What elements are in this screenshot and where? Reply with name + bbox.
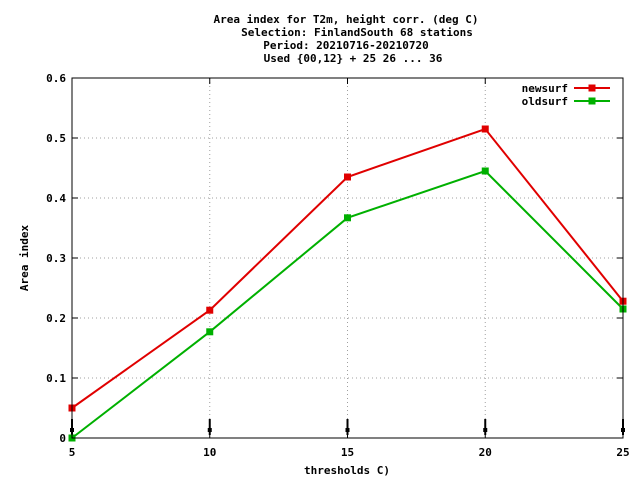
x-tick-label: 15 — [341, 446, 354, 459]
threshold-marker-dot — [483, 428, 488, 432]
data-point-newsurf — [344, 173, 351, 181]
y-tick-label: 0.3 — [46, 252, 66, 265]
threshold-marker-dot — [207, 428, 212, 432]
legend-label-newsurf: newsurf — [522, 82, 568, 95]
data-point-newsurf — [481, 125, 489, 133]
title-line-4: Used {00,12} + 25 26 ... 36 — [264, 52, 443, 65]
series-line-oldsurf — [71, 169, 624, 439]
x-tick-label: 25 — [616, 446, 629, 459]
y-tick-label: 0.5 — [46, 132, 66, 145]
title-line-1: Area index for T2m, height corr. (deg C) — [214, 13, 479, 26]
legend-marker-newsurf — [588, 84, 596, 92]
y-tick-label: 0 — [59, 432, 66, 445]
data-point-oldsurf — [206, 328, 214, 336]
tick-labels: 0 0.1 0.2 0.3 0.4 0.5 0.6 5 10 15 20 25 — [46, 72, 630, 459]
y-tick-label: 0.6 — [46, 72, 66, 85]
grid — [72, 78, 623, 438]
y-tick-label: 0.4 — [46, 192, 66, 205]
title-line-3: Period: 20210716-20210720 — [263, 39, 429, 52]
y-tick-label: 0.1 — [46, 372, 66, 385]
threshold-marker-dot — [345, 428, 350, 432]
data-point-newsurf — [206, 306, 214, 314]
x-tick-label: 5 — [69, 446, 76, 459]
title-line-2: Selection: FinlandSouth 68 stations — [241, 26, 473, 39]
x-axis-label: thresholds C) — [304, 464, 390, 477]
data-point-oldsurf — [481, 167, 489, 175]
x-tick-label: 10 — [203, 446, 216, 459]
plot-frame — [71, 77, 624, 439]
legend-label-oldsurf: oldsurf — [522, 95, 568, 108]
threshold-markers — [70, 419, 625, 435]
x-tick-label: 20 — [479, 446, 492, 459]
legend-marker-oldsurf — [588, 97, 596, 105]
y-axis-label: Area index — [18, 225, 31, 292]
data-point-oldsurf — [344, 214, 351, 222]
y-tick-label: 0.2 — [46, 312, 66, 325]
chart-title: Area index for T2m, height corr. (deg C)… — [214, 13, 479, 65]
